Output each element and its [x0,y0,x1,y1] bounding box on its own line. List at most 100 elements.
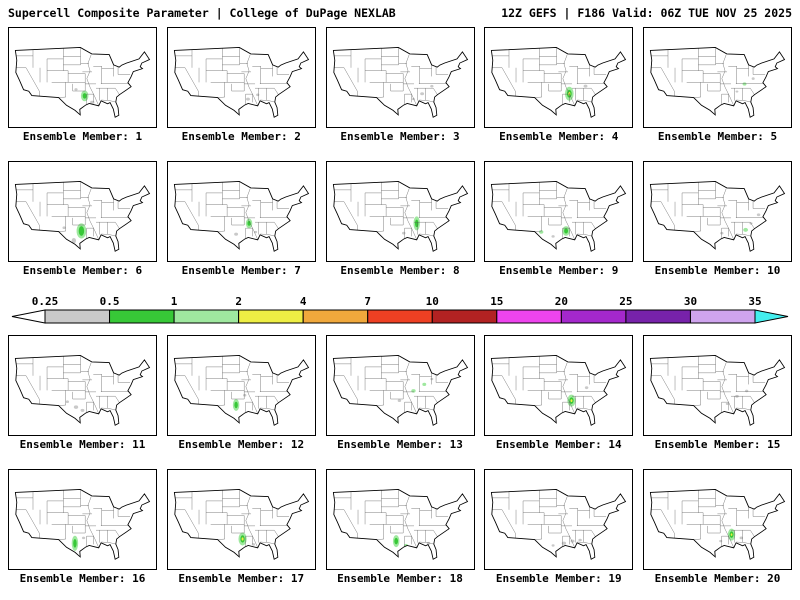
scp-blob [751,77,755,80]
ensemble-row-1: Ensemble Member: 1 Ensemble Member: 2 En… [0,27,800,143]
colorbar-tick: 10 [425,295,439,308]
scp-blob [62,226,66,230]
ensemble-panel-13: Ensemble Member: 13 [325,335,475,451]
ensemble-member-label-2: Ensemble Member: 2 [181,130,301,143]
ensemble-member-label-19: Ensemble Member: 19 [495,572,622,585]
scp-blob [551,235,555,238]
colorbar-tick: 4 [299,295,307,308]
ensemble-panel-3: Ensemble Member: 3 [325,27,475,143]
ensemble-panel-17: Ensemble Member: 17 [166,469,316,585]
scp-blob [561,541,567,545]
ensemble-member-label-9: Ensemble Member: 9 [499,264,619,277]
ensemble-panel-14: Ensemble Member: 14 [484,335,634,451]
ensemble-member-label-7: Ensemble Member: 7 [181,264,301,277]
scp-blob [739,536,744,540]
ensemble-panel-12: Ensemble Member: 12 [166,335,316,451]
conus-map-7 [166,161,316,262]
ensemble-panel-4: Ensemble Member: 4 [484,27,634,143]
scp-blob [756,213,761,217]
scp-blob [82,93,87,99]
colorbar-segment [173,309,240,324]
scp-blob [78,226,85,236]
ensemble-member-label-6: Ensemble Member: 6 [22,264,143,277]
scp-blob [583,84,588,88]
conus-map-3 [325,27,475,128]
scp-blob [725,402,729,405]
scp-blob [65,400,69,404]
scp-blob [539,230,544,234]
scp-blob [421,382,426,387]
ensemble-member-label-5: Ensemble Member: 5 [657,130,778,143]
ensemble-member-label-20: Ensemble Member: 20 [654,572,781,585]
scp-blob [73,405,79,409]
ensemble-panel-16: Ensemble Member: 16 [8,469,157,585]
conus-map-14 [484,335,634,436]
scp-blob [419,92,424,96]
colorbar-tick: 20 [554,295,568,308]
ensemble-panel-10: Ensemble Member: 10 [643,161,792,277]
ensemble-panel-6: Ensemble Member: 6 [8,161,157,277]
ensemble-panel-7: Ensemble Member: 7 [166,161,316,277]
conus-map-13 [325,335,475,436]
scp-blob [564,228,569,234]
ensemble-member-label-15: Ensemble Member: 15 [654,438,781,451]
ensemble-member-label-17: Ensemble Member: 17 [178,572,305,585]
scp-blob [242,393,247,397]
scp-blob [410,389,416,393]
scp-blob [81,536,86,540]
scp-blob [429,377,433,381]
colorbar-tick: 7 [364,295,372,308]
scp-blob [720,231,724,235]
conus-map-6 [8,161,157,262]
colorbar-segment [689,309,756,324]
scp-blob [73,538,77,548]
conus-map-5 [643,27,792,128]
ensemble-panel-18: Ensemble Member: 18 [325,469,475,585]
ensemble-member-label-1: Ensemble Member: 1 [22,130,143,143]
colorbar-segment [431,309,498,324]
ensemble-member-label-18: Ensemble Member: 18 [337,572,463,585]
scp-blob [245,97,250,101]
scp-blob [551,544,555,547]
scp-blob [247,221,251,226]
ensemble-row-4: Ensemble Member: 16 Ensemble Member: 17 … [0,469,800,585]
ensemble-panel-19: Ensemble Member: 19 [484,469,634,585]
conus-map-2 [166,27,316,128]
ensemble-member-label-13: Ensemble Member: 13 [337,438,463,451]
colorbar-tick: 25 [619,295,633,308]
colorbar-tick: 0.25 [31,295,59,308]
conus-map-18 [325,469,475,570]
scp-blob [90,100,95,104]
header-bar: Supercell Composite Parameter | College … [0,0,800,20]
colorbar-segment [625,309,691,324]
colorbar-tick: 1 [170,295,178,308]
colorbar-segment [496,309,562,324]
ensemble-member-label-8: Ensemble Member: 8 [340,264,460,277]
conus-map-12 [166,335,316,436]
scp-blob [74,88,78,91]
ensemble-panel-1: Ensemble Member: 1 [8,27,157,143]
ensemble-member-label-16: Ensemble Member: 16 [19,572,146,585]
conus-map-9 [484,161,634,262]
colorbar-segment [560,309,627,324]
scp-blob [570,399,573,403]
colorbar-arrow-right [754,309,789,324]
conus-map-20 [643,469,792,570]
scp-blob [397,399,401,403]
conus-map-17 [166,469,316,570]
scp-blob [71,237,77,244]
scp-blob [429,84,433,88]
colorbar-tick: 2 [235,295,242,308]
ensemble-member-label-12: Ensemble Member: 12 [178,438,305,451]
scp-blob [393,537,398,545]
ensemble-panel-8: Ensemble Member: 8 [325,161,475,277]
colorbar-tick: 15 [490,295,504,308]
conus-map-1 [8,27,157,128]
ensemble-panel-9: Ensemble Member: 9 [484,161,634,277]
ensemble-member-label-14: Ensemble Member: 14 [495,438,622,451]
ensemble-panel-15: Ensemble Member: 15 [643,335,792,451]
colorbar-segment [109,309,175,324]
scp-blob [730,533,733,537]
colorbar-segment [367,309,433,324]
scp-blob [414,219,418,228]
